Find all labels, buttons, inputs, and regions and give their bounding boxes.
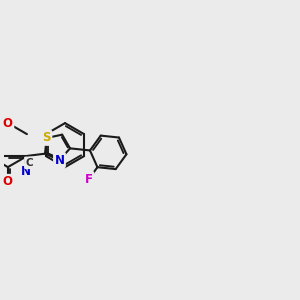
Text: F: F <box>85 172 93 186</box>
Text: O: O <box>3 175 13 188</box>
Text: S: S <box>42 131 51 144</box>
Text: C: C <box>25 158 33 168</box>
Text: O: O <box>3 117 13 130</box>
Text: N: N <box>55 154 64 166</box>
Text: N: N <box>20 165 31 178</box>
